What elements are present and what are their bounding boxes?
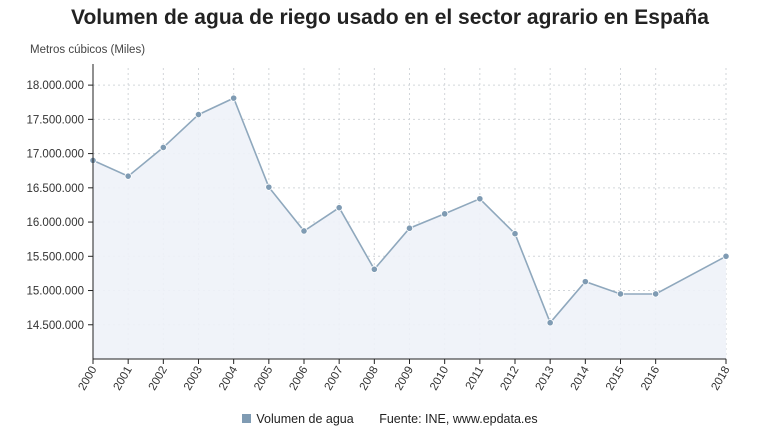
data-point xyxy=(265,183,273,191)
series-line xyxy=(92,97,727,325)
data-point xyxy=(722,252,730,260)
y-axis-ticks: 14.500.000 15.000.000 15.500.000 16.000.000… xyxy=(26,80,93,332)
legend: Volumen de agua Fuente: INE, www.epdata.… xyxy=(0,412,780,426)
x-tick-label: 2004 xyxy=(217,364,240,393)
data-point xyxy=(335,204,343,212)
x-axis-ticks: 2000 2001 2002 2003 2004 2005 2006 2007 2008 2009… xyxy=(76,359,733,393)
x-tick-label: 2007 xyxy=(323,365,346,393)
x-tick-label: 2000 xyxy=(76,365,99,393)
x-tick-label: 2013 xyxy=(534,365,557,393)
chart-title: Volumen de agua de riego usado en el sec… xyxy=(71,6,709,29)
data-point xyxy=(370,265,378,273)
data-point xyxy=(511,230,519,238)
data-point xyxy=(405,224,414,232)
y-tick-label: 17.000.000 xyxy=(26,149,84,161)
x-tick-label: 2018 xyxy=(709,365,732,393)
data-point xyxy=(546,319,554,327)
data-point xyxy=(230,94,238,102)
x-tick-label: 2015 xyxy=(604,365,627,393)
x-tick-label: 2012 xyxy=(498,365,521,393)
y-tick-label: 18.000.000 xyxy=(26,80,84,92)
y-axis-label: Metros cúbicos (Miles) xyxy=(30,44,146,56)
x-tick-label: 2009 xyxy=(393,365,416,393)
x-tick-label: 2003 xyxy=(182,365,205,393)
data-point xyxy=(194,110,203,119)
data-point xyxy=(616,290,625,298)
x-tick-label: 2001 xyxy=(112,365,135,393)
x-tick-label: 2008 xyxy=(358,365,381,393)
y-tick-label: 15.500.000 xyxy=(26,251,84,263)
x-tick-label: 2011 xyxy=(464,365,487,392)
data-point xyxy=(581,278,589,286)
data-point xyxy=(652,290,660,298)
y-tick-label: 15.000.000 xyxy=(26,286,84,298)
legend-series-name: Volumen de agua xyxy=(256,412,354,426)
data-point xyxy=(441,210,449,218)
x-tick-label: 2014 xyxy=(569,364,592,393)
data-point xyxy=(476,195,484,203)
x-tick-label: 2002 xyxy=(147,365,170,393)
x-tick-label: 2016 xyxy=(639,365,662,393)
legend-swatch xyxy=(242,414,252,424)
y-tick-label: 14.500.000 xyxy=(26,320,84,332)
x-tick-label: 2006 xyxy=(287,365,310,393)
data-points xyxy=(89,94,730,327)
data-point xyxy=(159,143,167,152)
y-tick-label: 17.500.000 xyxy=(26,114,84,126)
x-tick-label: 2010 xyxy=(428,365,451,393)
x-tick-label: 2005 xyxy=(252,365,275,393)
source-note: Fuente: INE, www.epdata.es xyxy=(379,412,538,426)
y-tick-label: 16.500.000 xyxy=(26,183,84,195)
data-point xyxy=(300,227,308,235)
data-point xyxy=(124,172,132,180)
y-tick-label: 16.000.000 xyxy=(26,217,84,229)
